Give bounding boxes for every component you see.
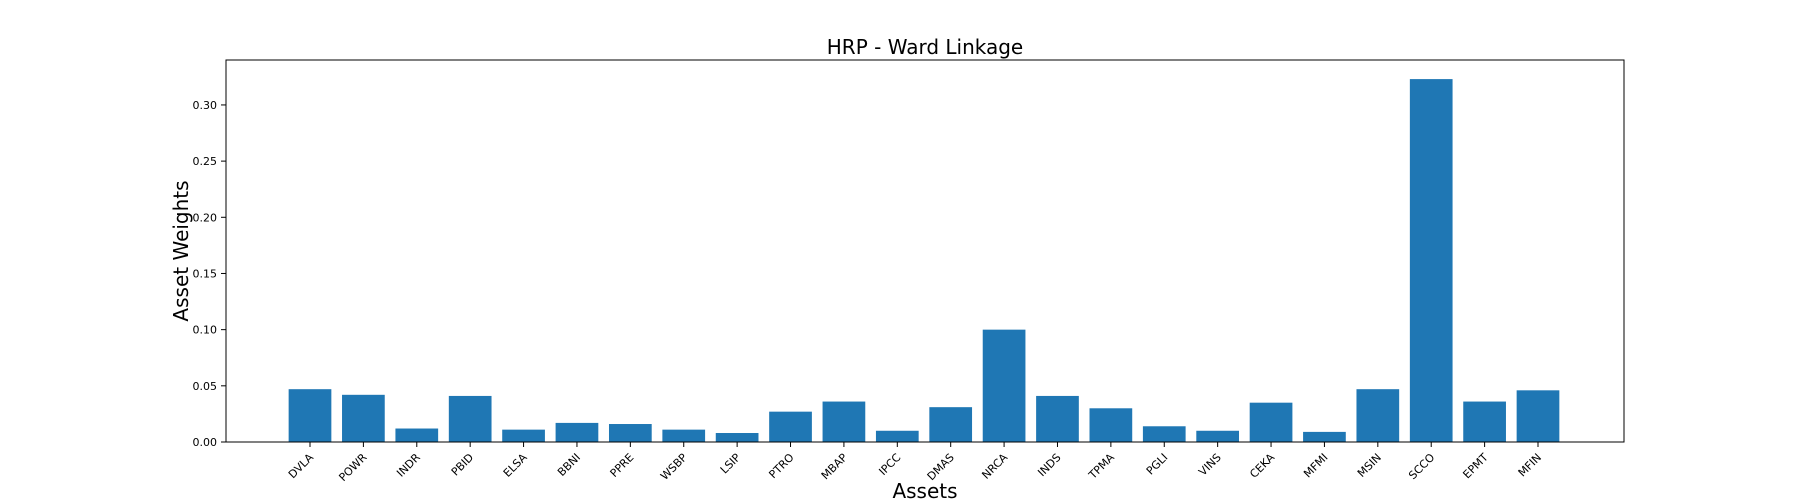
x-tick-label: WSBP bbox=[658, 451, 690, 483]
x-axis-label: Assets bbox=[892, 479, 957, 503]
bar-ceka bbox=[1249, 402, 1293, 442]
bar-pbid bbox=[448, 395, 492, 442]
y-tick-label: 0.05 bbox=[193, 380, 218, 393]
bar-ppre bbox=[608, 424, 652, 442]
chart-title: HRP - Ward Linkage bbox=[827, 35, 1023, 59]
x-tick-label: PGLI bbox=[1144, 451, 1171, 478]
y-axis: 0.00 0.05 0.10 0.15 0.20 0.25 0.30 bbox=[193, 99, 226, 449]
bar-mfin bbox=[1516, 390, 1560, 442]
bar-nrca bbox=[982, 329, 1026, 442]
bar-ptro bbox=[769, 411, 812, 442]
bar-dmas bbox=[929, 407, 973, 442]
x-tick-label: MFIN bbox=[1516, 451, 1544, 479]
bar-vins bbox=[1196, 430, 1240, 442]
y-tick-label: 0.00 bbox=[193, 436, 218, 449]
x-tick-label: MFMI bbox=[1301, 451, 1330, 480]
x-tick-label: VINS bbox=[1196, 451, 1224, 479]
x-tick-label: PPRE bbox=[608, 451, 637, 480]
y-tick-label: 0.10 bbox=[193, 324, 218, 337]
x-tick-label: PTRO bbox=[766, 451, 796, 481]
bar-dvla bbox=[288, 389, 332, 442]
x-tick-label: NRCA bbox=[979, 451, 1010, 482]
x-tick-label: BBNI bbox=[555, 451, 583, 479]
bar-powr bbox=[342, 394, 385, 442]
bar-epmt bbox=[1463, 401, 1506, 442]
bar-msin bbox=[1356, 389, 1400, 442]
y-axis-label: Asset Weights bbox=[169, 180, 193, 321]
x-tick-label: EPMT bbox=[1460, 451, 1490, 481]
x-tick-label: ELSA bbox=[501, 451, 530, 480]
x-tick-label: CEKA bbox=[1247, 451, 1277, 481]
bar-bbni bbox=[555, 422, 599, 442]
bar-inds bbox=[1036, 395, 1079, 442]
bar-indr bbox=[395, 428, 439, 442]
x-tick-label: DVLA bbox=[286, 451, 317, 482]
x-tick-label: SCCO bbox=[1406, 451, 1437, 482]
bar-mfmi bbox=[1303, 431, 1346, 442]
plot-frame bbox=[225, 59, 1625, 443]
x-tick-label: INDR bbox=[394, 451, 423, 480]
x-tick-label: PBID bbox=[449, 451, 477, 479]
x-tick-label: INDS bbox=[1035, 451, 1063, 479]
bar-ipcc bbox=[875, 430, 919, 442]
x-tick-label: LSIP bbox=[718, 451, 744, 477]
bar-tpma bbox=[1089, 408, 1133, 442]
bars-group bbox=[288, 79, 1560, 442]
bar-wsbp bbox=[662, 429, 706, 442]
y-tick-label: 0.25 bbox=[193, 155, 218, 168]
x-tick-label: TPMA bbox=[1086, 451, 1118, 483]
y-tick-label: 0.15 bbox=[193, 267, 218, 280]
x-tick-label: IPCC bbox=[876, 451, 903, 478]
y-tick-label: 0.20 bbox=[193, 211, 218, 224]
x-tick-label: MSIN bbox=[1355, 451, 1384, 480]
bar-pgli bbox=[1142, 426, 1186, 442]
bar-scco bbox=[1409, 79, 1453, 442]
bar-mbap bbox=[822, 401, 866, 442]
bar-elsa bbox=[502, 429, 545, 442]
x-tick-label: MBAP bbox=[819, 451, 851, 483]
y-tick-label: 0.30 bbox=[193, 99, 218, 112]
bar-lsip bbox=[715, 433, 759, 442]
x-tick-label: POWR bbox=[336, 451, 369, 484]
x-axis: DVLA POWR INDR PBID ELSA BBNI PPRE WSBP LSIP PTRO… bbox=[286, 442, 1544, 484]
